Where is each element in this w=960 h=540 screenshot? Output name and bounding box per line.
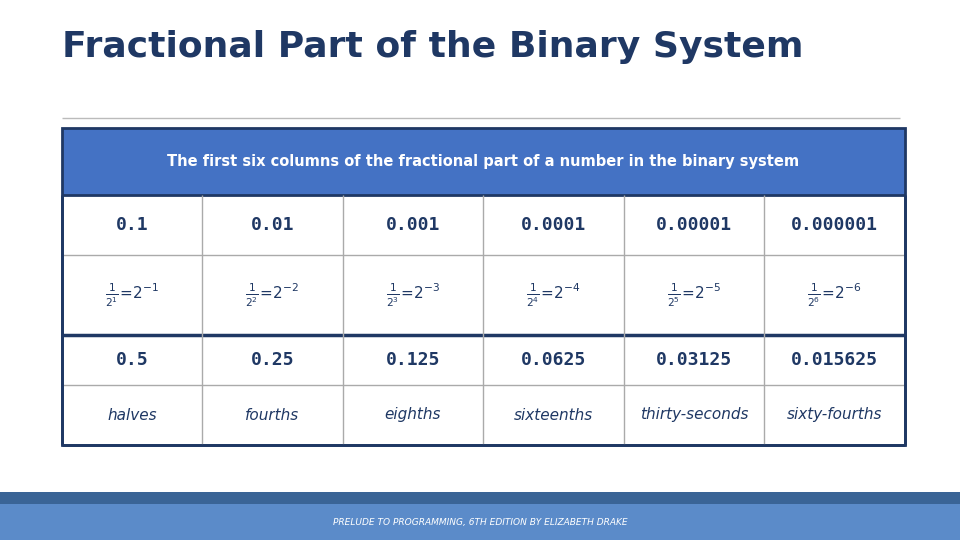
Text: 0.01: 0.01 — [251, 216, 295, 234]
Text: halves: halves — [108, 408, 156, 422]
Bar — [0, 504, 960, 540]
Text: 0.5: 0.5 — [116, 351, 148, 369]
Text: $\mathsf{\frac{1}{2^{2}}\! =\! 2^{-2}}$: $\mathsf{\frac{1}{2^{2}}\! =\! 2^{-2}}$ — [246, 281, 300, 309]
Text: 0.000001: 0.000001 — [791, 216, 878, 234]
Text: 0.015625: 0.015625 — [791, 351, 878, 369]
Text: The first six columns of the fractional part of a number in the binary system: The first six columns of the fractional … — [167, 154, 800, 169]
Text: eighths: eighths — [385, 408, 442, 422]
Text: Fractional Part of the Binary System: Fractional Part of the Binary System — [62, 30, 804, 64]
Text: $\mathsf{\frac{1}{2^{3}}\! =\! 2^{-3}}$: $\mathsf{\frac{1}{2^{3}}\! =\! 2^{-3}}$ — [386, 281, 441, 309]
Text: fourths: fourths — [246, 408, 300, 422]
Text: thirty-seconds: thirty-seconds — [639, 408, 748, 422]
Text: 0.1: 0.1 — [116, 216, 148, 234]
Text: 0.0625: 0.0625 — [521, 351, 587, 369]
Text: $\mathsf{\frac{1}{2^{5}}\! =\! 2^{-5}}$: $\mathsf{\frac{1}{2^{5}}\! =\! 2^{-5}}$ — [667, 281, 721, 309]
Bar — [62, 195, 905, 445]
Text: sixty-fourths: sixty-fourths — [787, 408, 882, 422]
Text: 0.001: 0.001 — [386, 216, 441, 234]
Text: 0.25: 0.25 — [251, 351, 295, 369]
Text: $\mathsf{\frac{1}{2^{4}}\! =\! 2^{-4}}$: $\mathsf{\frac{1}{2^{4}}\! =\! 2^{-4}}$ — [526, 281, 581, 309]
Text: 0.125: 0.125 — [386, 351, 441, 369]
Text: PRELUDE TO PROGRAMMING, 6TH EDITION BY ELIZABETH DRAKE: PRELUDE TO PROGRAMMING, 6TH EDITION BY E… — [333, 517, 627, 526]
Text: 0.00001: 0.00001 — [656, 216, 732, 234]
Text: 0.03125: 0.03125 — [656, 351, 732, 369]
Bar — [0, 492, 960, 504]
Bar — [62, 128, 905, 195]
Text: sixteenths: sixteenths — [514, 408, 593, 422]
Bar — [62, 128, 905, 445]
Text: $\mathsf{\frac{1}{2^{1}}\! =\! 2^{-1}}$: $\mathsf{\frac{1}{2^{1}}\! =\! 2^{-1}}$ — [105, 281, 159, 309]
Text: 0.0001: 0.0001 — [521, 216, 587, 234]
Text: $\mathsf{\frac{1}{2^{6}}\! =\! 2^{-6}}$: $\mathsf{\frac{1}{2^{6}}\! =\! 2^{-6}}$ — [807, 281, 862, 309]
